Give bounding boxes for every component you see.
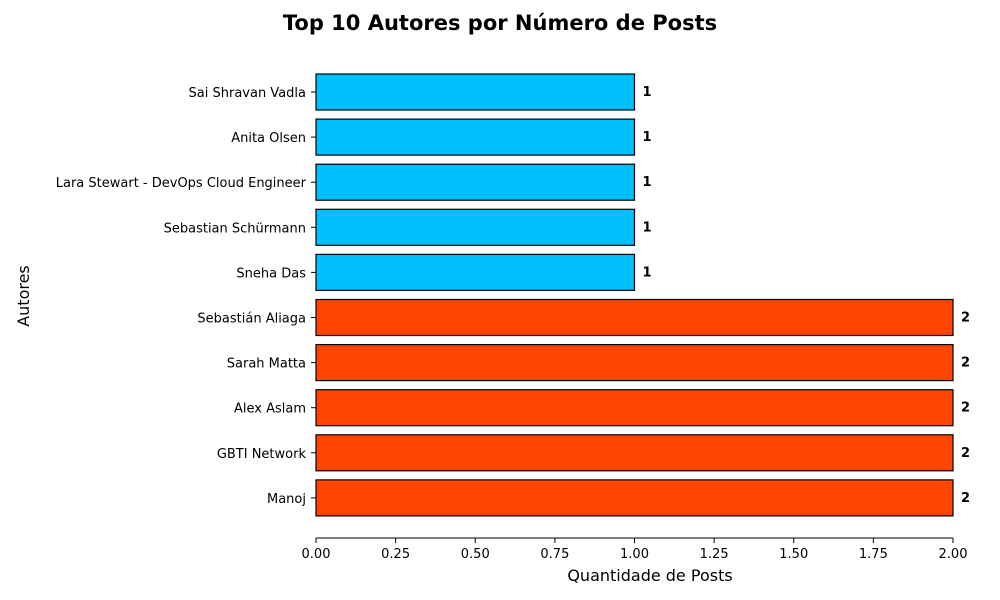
value-label: 2 [961, 401, 970, 416]
value-label: 1 [643, 130, 652, 145]
value-label: 2 [961, 356, 970, 371]
value-label: 1 [643, 220, 652, 235]
category-label: Sebastian Schürmann [164, 221, 306, 236]
x-tick-label: 2.00 [939, 547, 968, 562]
x-tick-label: 0.50 [461, 547, 490, 562]
category-label: GBTI Network [217, 447, 307, 462]
category-label: Sai Shravan Vadla [189, 86, 306, 101]
y-axis-label: Autores [14, 265, 33, 327]
value-label: 2 [961, 311, 970, 326]
category-label: Sarah Matta [227, 357, 306, 372]
bar [315, 389, 954, 427]
value-label: 1 [643, 85, 652, 100]
bar [315, 479, 954, 517]
bar [315, 118, 636, 156]
value-label: 1 [643, 175, 652, 190]
x-tick-label: 1.25 [700, 547, 729, 562]
category-label: Lara Stewart - DevOps Cloud Engineer [56, 176, 307, 191]
category-label: Sneha Das [236, 266, 306, 281]
category-label: Anita Olsen [231, 131, 306, 146]
bar [315, 298, 954, 337]
x-tick-label: 0.75 [540, 547, 569, 562]
bar [315, 253, 636, 291]
plot-area: Sai Shravan Vadla 1 Anita Olsen 1 Lara Stewa… [56, 73, 970, 562]
value-label: 2 [961, 446, 970, 461]
value-label: 2 [961, 491, 970, 506]
category-label: Sebastián Aliaga [197, 312, 306, 327]
x-tick-label: 1.50 [779, 547, 808, 562]
category-label: Manoj [267, 492, 306, 507]
bar [315, 344, 954, 382]
bar [315, 208, 636, 246]
chart-title: Top 10 Autores por Número de Posts [283, 11, 717, 35]
x-tick-label: 0.00 [302, 547, 331, 562]
x-tick-label: 0.25 [381, 547, 410, 562]
bar [315, 434, 954, 472]
x-axis-label: Quantidade de Posts [567, 566, 732, 585]
value-label: 1 [643, 265, 652, 280]
category-label: Alex Aslam [234, 402, 306, 417]
bar [315, 163, 636, 201]
bar [315, 73, 636, 111]
x-tick-label: 1.00 [620, 547, 649, 562]
x-tick-label: 1.75 [859, 547, 888, 562]
